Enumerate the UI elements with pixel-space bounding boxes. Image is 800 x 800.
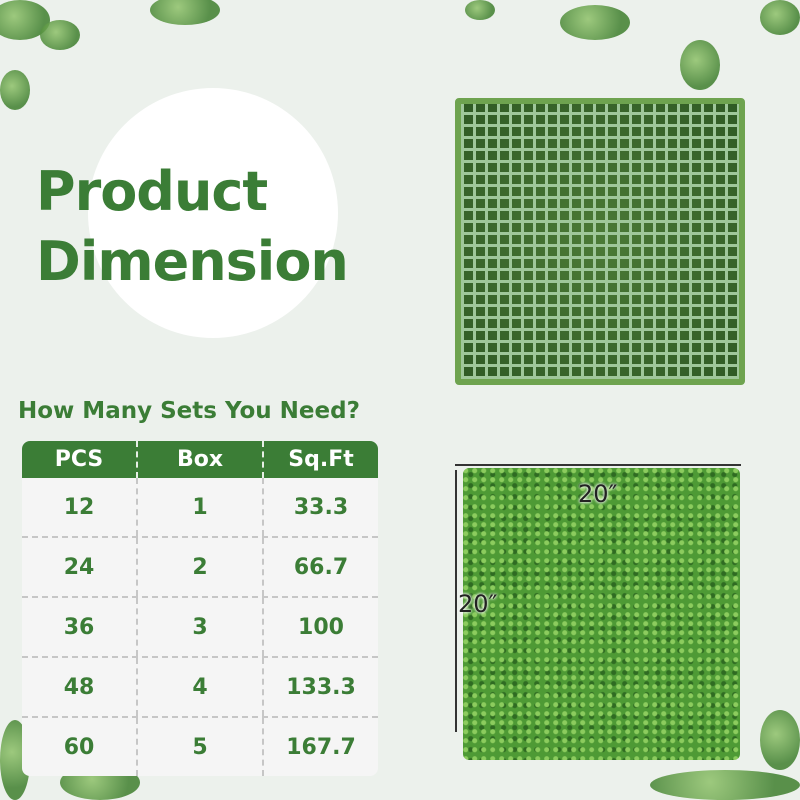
width-label: 20″ — [578, 480, 618, 508]
panel-back-view-image — [455, 98, 745, 385]
cell-sqft: 33.3 — [293, 494, 349, 520]
cell-sqft: 167.7 — [286, 734, 356, 760]
cell-box: 1 — [138, 478, 264, 536]
title-backdrop-circle — [88, 88, 338, 338]
header-box: Box — [138, 441, 264, 478]
cell-pcs: 36 — [22, 598, 138, 656]
cell-box: 5 — [138, 718, 264, 776]
cell-box: 4 — [138, 658, 264, 716]
table-row: 36 3 100 — [22, 598, 378, 658]
table-header: PCS Box Sq.Ft — [22, 441, 378, 478]
table-row: 48 4 133.3 — [22, 658, 378, 718]
cell-sqft: 133.3 — [286, 674, 356, 700]
page-title-line1: Product — [36, 160, 268, 223]
height-dimension-arrow — [455, 470, 457, 732]
cell-pcs: 12 — [22, 478, 138, 536]
cell-pcs: 60 — [22, 718, 138, 776]
cell-sqft: 66.7 — [293, 554, 349, 580]
height-label: 20″ — [458, 590, 498, 618]
width-dimension-arrow — [455, 464, 741, 466]
cell-sqft: 100 — [298, 614, 344, 640]
table-row: 24 2 66.7 — [22, 538, 378, 598]
table-row: 12 1 33.3 — [22, 478, 378, 538]
page-title-line2: Dimension — [36, 230, 349, 293]
table-row: 60 5 167.7 — [22, 718, 378, 776]
cell-pcs: 24 — [22, 538, 138, 596]
header-pcs: PCS — [22, 441, 138, 478]
cell-pcs: 48 — [22, 658, 138, 716]
sets-subtitle: How Many Sets You Need? — [18, 398, 360, 424]
header-sqft: Sq.Ft — [288, 447, 354, 472]
panel-front-view-image — [463, 468, 740, 760]
sets-table: PCS Box Sq.Ft 12 1 33.3 24 2 66.7 36 3 1… — [22, 441, 378, 776]
cell-box: 2 — [138, 538, 264, 596]
cell-box: 3 — [138, 598, 264, 656]
